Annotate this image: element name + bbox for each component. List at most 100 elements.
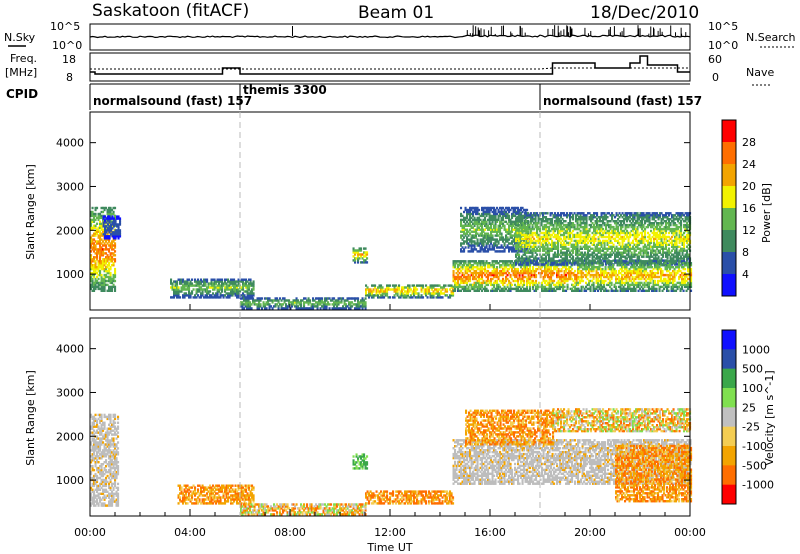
- scatter-cell: [277, 299, 280, 302]
- scatter-cell: [641, 231, 644, 235]
- scatter-cell: [657, 241, 660, 245]
- scatter-cell: [527, 267, 530, 271]
- scatter-cell: [108, 221, 111, 224]
- scatter-cell: [107, 235, 110, 238]
- scatter-cell: [470, 220, 473, 223]
- scatter-cell: [358, 307, 361, 310]
- scatter-cell: [496, 230, 499, 233]
- scatter-cell: [623, 235, 626, 239]
- scatter-cell: [117, 227, 120, 230]
- scatter-cell: [591, 251, 594, 254]
- scatter-cell: [581, 255, 584, 258]
- scatter-cell: [620, 227, 623, 231]
- scatter-cell: [358, 301, 361, 304]
- scatter-cell: [91, 220, 94, 223]
- scatter-cell: [470, 266, 473, 269]
- scatter-cell: [176, 288, 179, 291]
- scatter-cell: [560, 214, 563, 217]
- scatter-cell: [463, 226, 466, 229]
- scatter-cell: [212, 284, 215, 287]
- scatter-cell: [90, 212, 93, 216]
- scatter-cell: [524, 210, 527, 214]
- scatter-cell: [479, 224, 482, 227]
- scatter-cell: [295, 303, 298, 306]
- scatter-cell: [548, 269, 551, 273]
- scatter-cell: [505, 234, 508, 237]
- scatter-cell: [602, 218, 605, 221]
- scatter-cell: [591, 237, 594, 241]
- scatter-cell: [113, 219, 116, 222]
- scatter-cell: [503, 267, 506, 271]
- scatter-cell: [493, 212, 496, 216]
- scatter-cell: [289, 301, 292, 304]
- scatter-cell: [639, 241, 642, 245]
- scatter-cell: [100, 262, 103, 265]
- scatter-cell: [605, 216, 608, 219]
- scatter-cell: [561, 251, 564, 254]
- scatter-cell: [387, 296, 390, 299]
- scatter-cell: [473, 277, 476, 281]
- scatter-cell: [336, 307, 339, 310]
- scatter-cell: [248, 288, 251, 291]
- scatter-cell: [114, 279, 117, 283]
- scatter-cell: [97, 252, 100, 255]
- scatter-cell: [493, 260, 496, 263]
- scatter-cell: [530, 269, 533, 273]
- scatter-cell: [466, 266, 469, 269]
- scatter-cell: [525, 251, 528, 254]
- scatter-cell: [606, 235, 609, 239]
- scatter-cell: [109, 254, 112, 257]
- scatter-cell: [656, 253, 659, 256]
- scatter-cell: [518, 228, 521, 231]
- scatter-cell: [524, 212, 527, 215]
- scatter-cell: [106, 254, 109, 257]
- scatter-cell: [420, 288, 423, 291]
- scatter-cell: [542, 289, 545, 292]
- scatter-cell: [478, 250, 481, 253]
- scatter-cell: [617, 214, 620, 217]
- scatter-cell: [90, 236, 93, 239]
- scatter-cell: [641, 235, 644, 239]
- scatter-cell: [572, 289, 575, 292]
- scatter-cell: [496, 266, 499, 269]
- scatter-cell: [354, 251, 357, 254]
- scatter-cell: [647, 251, 650, 254]
- scatter-cell: [438, 296, 441, 299]
- scatter-cell: [502, 262, 505, 265]
- scatter-cell: [240, 288, 243, 291]
- scatter-cell: [93, 275, 96, 279]
- scatter-cell: [569, 212, 572, 215]
- scatter-cell: [497, 234, 500, 237]
- scatter-cell: [103, 273, 106, 277]
- scatter-cell: [538, 262, 541, 265]
- scatter-cell: [585, 227, 588, 231]
- scatter-cell: [364, 303, 367, 306]
- scatter-cell: [496, 275, 499, 279]
- scatter-cell: [614, 216, 617, 219]
- scatter-cell: [502, 206, 505, 210]
- scatter-cell: [576, 245, 579, 248]
- scatter-cell: [225, 286, 228, 289]
- scatter-cell: [100, 246, 103, 249]
- scatter-cell: [648, 235, 651, 239]
- scatter-cell: [523, 283, 526, 287]
- scatter-cell: [310, 307, 313, 310]
- scatter-cell: [641, 220, 644, 223]
- scatter-cell: [591, 225, 594, 229]
- scatter-cell: [638, 218, 641, 221]
- scatter-cell: [192, 288, 195, 291]
- scatter-cell: [545, 231, 548, 235]
- scatter-cell: [608, 220, 611, 223]
- scatter-cell: [491, 287, 494, 291]
- scatter-cell: [487, 212, 490, 216]
- scatter-cell: [381, 288, 384, 291]
- scatter-cell: [219, 284, 222, 287]
- scatter-cell: [594, 231, 597, 235]
- scatter-cell: [473, 234, 476, 237]
- scatter-cell: [108, 267, 111, 271]
- scatter-cell: [600, 212, 603, 215]
- scatter-cell: [475, 210, 478, 214]
- scatter-cell: [111, 217, 114, 220]
- scatter-cell: [393, 284, 396, 287]
- scatter-cell: [182, 284, 185, 287]
